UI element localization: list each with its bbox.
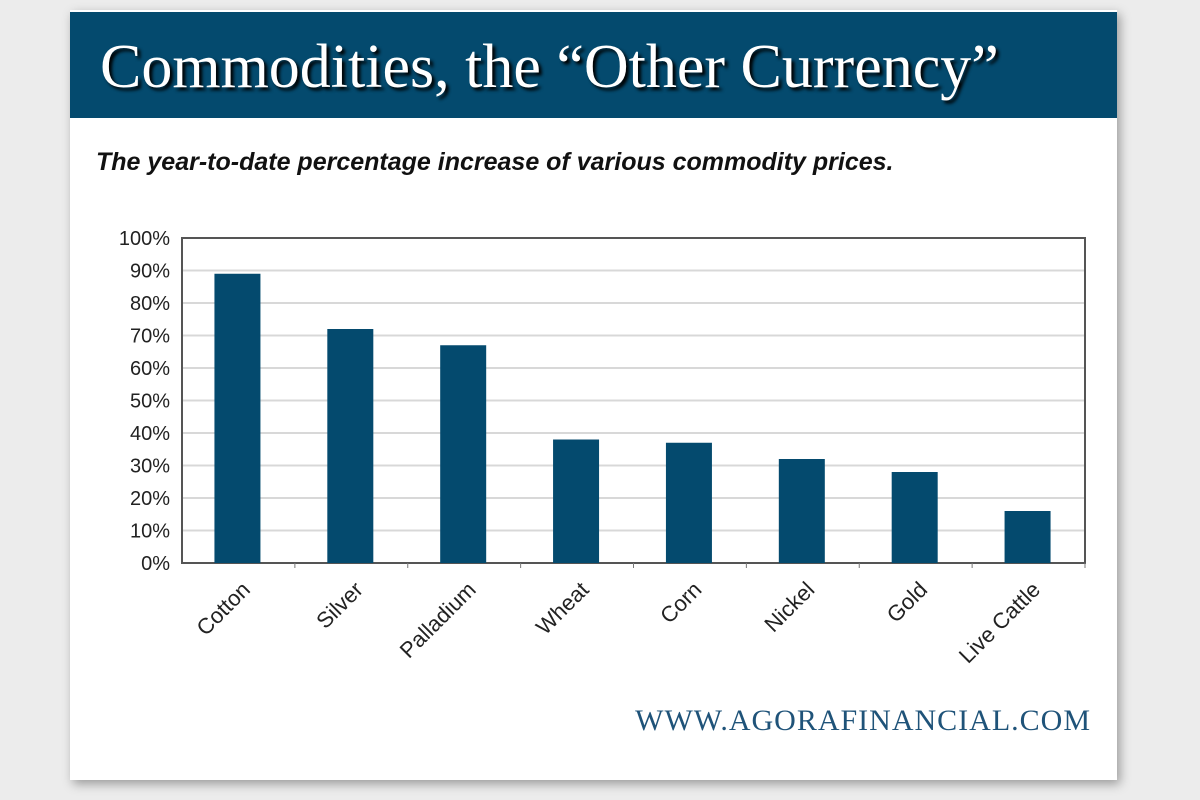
bar-wheat bbox=[553, 439, 600, 563]
y-tick-label: 40% bbox=[130, 423, 170, 445]
x-tick-label: Gold bbox=[882, 577, 933, 628]
source-credit: WWW.AGORAFINANCIAL.COM bbox=[635, 704, 1091, 737]
bar-cotton bbox=[214, 273, 261, 563]
x-tick-label: Cotton bbox=[191, 577, 255, 641]
y-tick-label: 70% bbox=[130, 326, 170, 348]
y-tick-label: 20% bbox=[130, 488, 170, 510]
bar-palladium bbox=[440, 345, 487, 563]
y-tick-label: 10% bbox=[130, 521, 170, 543]
bar-nickel bbox=[778, 459, 825, 563]
x-tick-label: Nickel bbox=[759, 577, 819, 637]
bar-corn bbox=[665, 442, 712, 563]
chart-subtitle: The year-to-date percentage increase of … bbox=[96, 148, 894, 176]
y-tick-label: 100% bbox=[119, 228, 170, 250]
chart-title: Commodities, the “Other Currency” bbox=[100, 33, 999, 101]
x-tick-label: Corn bbox=[655, 577, 706, 628]
x-tick-label: Silver bbox=[311, 577, 368, 634]
y-tick-label: 0% bbox=[141, 553, 170, 575]
bar-silver bbox=[327, 329, 374, 563]
y-tick-label: 80% bbox=[130, 293, 170, 315]
x-tick-label: Wheat bbox=[531, 577, 594, 640]
bar-live-cattle bbox=[1004, 511, 1051, 563]
y-tick-label: 50% bbox=[130, 391, 170, 413]
title-banner: Commodities, the “Other Currency” bbox=[70, 12, 1117, 118]
y-tick-label: 90% bbox=[130, 261, 170, 283]
x-tick-label: Live Cattle bbox=[954, 577, 1045, 668]
y-tick-label: 30% bbox=[130, 456, 170, 478]
bar-gold bbox=[891, 472, 938, 563]
y-tick-label: 60% bbox=[130, 358, 170, 380]
x-tick-label: Palladium bbox=[395, 577, 481, 663]
